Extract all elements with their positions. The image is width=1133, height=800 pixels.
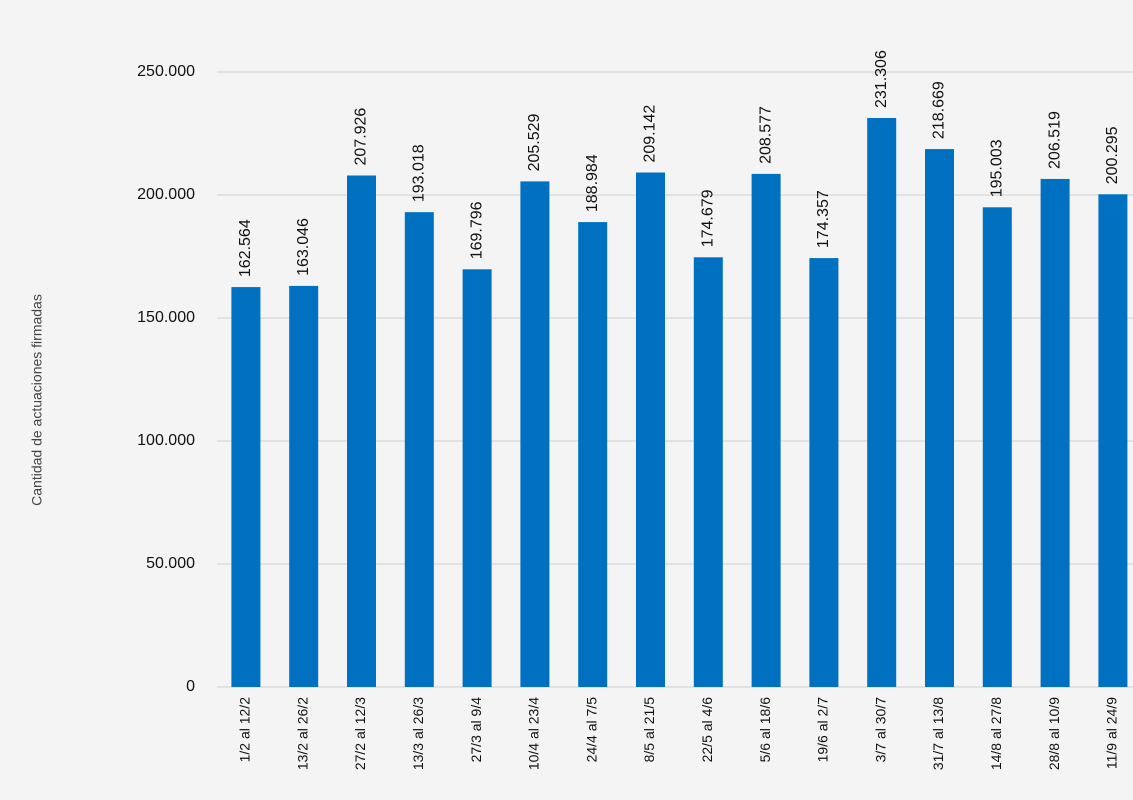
value-label: 188.984 (584, 154, 601, 212)
value-label: 174.679 (700, 189, 717, 247)
x-tick-label: 22/5 al 4/6 (699, 697, 715, 763)
value-label: 207.926 (353, 108, 370, 166)
y-tick-label: 250.000 (137, 63, 195, 80)
bar (752, 174, 781, 687)
bar (347, 176, 376, 687)
x-tick-label: 27/2 al 12/3 (352, 697, 368, 770)
background (0, 0, 1133, 800)
bar (867, 118, 896, 687)
value-label: 206.519 (1046, 111, 1063, 169)
bar (289, 286, 318, 687)
x-tick-label: 1/2 al 12/2 (237, 697, 253, 763)
bar (1041, 179, 1070, 687)
value-label: 209.142 (642, 105, 659, 163)
x-tick-label: 3/7 al 30/7 (872, 697, 888, 763)
x-tick-label: 13/3 al 26/3 (410, 697, 426, 770)
y-tick-label: 100.000 (137, 432, 195, 449)
value-label: 200.295 (1104, 126, 1121, 184)
bar (1098, 194, 1127, 687)
x-tick-label: 27/3 al 9/4 (468, 697, 484, 763)
value-label: 231.306 (873, 50, 890, 108)
bar (983, 207, 1012, 687)
bar (636, 173, 665, 687)
bar (694, 257, 723, 687)
x-tick-label: 8/5 al 21/5 (641, 697, 657, 763)
bar (809, 258, 838, 687)
value-label: 205.529 (526, 113, 543, 171)
value-label: 208.577 (757, 106, 774, 164)
x-tick-label: 5/6 al 18/6 (757, 697, 773, 763)
bar (405, 212, 434, 687)
value-label: 169.796 (468, 201, 485, 259)
bar (578, 222, 607, 687)
x-tick-label: 31/7 al 13/8 (930, 697, 946, 770)
value-label: 174.357 (815, 190, 832, 248)
value-label: 218.669 (931, 81, 948, 139)
bar (231, 287, 260, 687)
x-tick-label: 24/4 al 7/5 (583, 697, 599, 763)
bar (925, 149, 954, 687)
value-label: 163.046 (295, 218, 312, 276)
y-tick-label: 200.000 (137, 186, 195, 203)
y-tick-label: 50.000 (146, 555, 195, 572)
value-label: 193.018 (411, 144, 428, 202)
value-label: 162.564 (237, 219, 254, 277)
x-tick-label: 13/2 al 26/2 (294, 697, 310, 770)
x-tick-label: 28/8 al 10/9 (1046, 697, 1062, 770)
bar (520, 181, 549, 687)
x-tick-label: 14/8 al 27/8 (988, 697, 1004, 770)
value-label: 195.003 (989, 139, 1006, 197)
chart: Cantidad de actuaciones firmadas 0 50.000… (0, 0, 1133, 800)
y-tick-label: 0 (186, 678, 195, 695)
bar (463, 269, 492, 687)
x-tick-label: 10/4 al 23/4 (526, 697, 542, 770)
y-axis-title: Cantidad de actuaciones firmadas (29, 294, 45, 506)
y-tick-label: 150.000 (137, 309, 195, 326)
x-tick-label: 19/6 al 2/7 (815, 697, 831, 763)
x-tick-label: 11/9 al 24/9 (1104, 697, 1120, 769)
